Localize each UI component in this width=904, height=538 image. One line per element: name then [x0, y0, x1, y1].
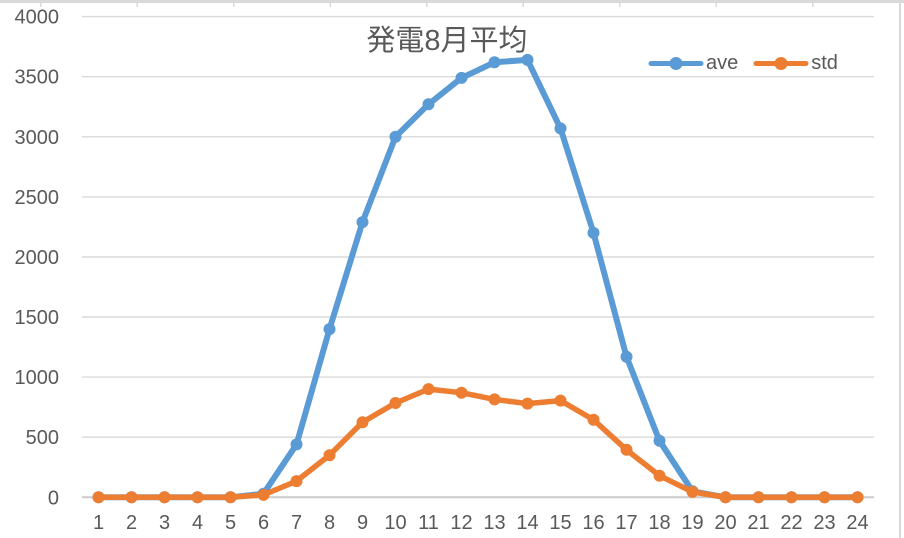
ave-point[interactable]	[521, 53, 534, 66]
legend-label-ave: ave	[706, 52, 739, 74]
x-tick-label: 23	[813, 512, 835, 534]
ave-point[interactable]	[389, 130, 402, 143]
std-point[interactable]	[554, 394, 567, 407]
x-tick-label: 16	[582, 512, 604, 534]
std-point[interactable]	[290, 475, 303, 488]
std-point[interactable]	[389, 397, 402, 409]
x-tick-label: 10	[384, 512, 406, 534]
legend-label-std: std	[811, 52, 838, 74]
x-tick-label: 21	[747, 512, 769, 534]
std-point[interactable]	[752, 491, 765, 504]
std-point[interactable]	[653, 469, 666, 482]
std-point[interactable]	[587, 413, 600, 426]
std-point[interactable]	[422, 383, 435, 396]
worksheet-edge-top	[0, 0, 904, 11]
ave-line[interactable]	[95, 56, 861, 501]
legend-item-std[interactable]: std	[753, 50, 838, 76]
std-point[interactable]	[257, 488, 270, 501]
x-tick-label: 3	[159, 512, 170, 534]
ave-point[interactable]	[620, 350, 633, 363]
x-tick-label: 1	[93, 512, 104, 534]
x-tick-label: 7	[291, 512, 302, 534]
x-tick-label: 24	[846, 512, 868, 534]
ave-point[interactable]	[290, 438, 303, 451]
y-tick-label: 1500	[15, 307, 60, 329]
x-tick-label: 15	[549, 512, 571, 534]
x-tick-label: 8	[324, 512, 335, 534]
x-tick-label: 20	[714, 512, 736, 534]
y-tick-label: 3000	[15, 127, 60, 149]
std-point[interactable]	[620, 443, 633, 456]
legend-item-ave[interactable]: ave	[648, 50, 738, 76]
gridlines	[82, 15, 874, 499]
std-point[interactable]	[323, 449, 336, 462]
std-point[interactable]	[818, 491, 831, 504]
std-point[interactable]	[356, 416, 369, 429]
y-tick-label: 4000	[15, 7, 60, 29]
chart-title[interactable]: 発電8月平均	[366, 25, 528, 57]
std-point[interactable]	[488, 393, 501, 406]
x-tick-label: 22	[780, 512, 802, 534]
data-series	[92, 53, 864, 504]
y-axis-labels: 0 500 1000 1500 2000 2500 3000 3500 4000	[15, 7, 60, 510]
x-tick-label: 9	[357, 512, 368, 534]
ave-point[interactable]	[488, 56, 501, 69]
std-point[interactable]	[851, 491, 864, 504]
ave-point[interactable]	[356, 216, 369, 229]
std-series-key-icon	[753, 56, 809, 70]
x-tick-label: 5	[225, 512, 236, 534]
std-point[interactable]	[224, 491, 237, 504]
ave-point[interactable]	[422, 98, 435, 111]
std-point[interactable]	[125, 491, 138, 504]
std-point[interactable]	[785, 491, 798, 504]
x-axis-labels: 1 2 3 4 5 6 7 8 9 10 11 12 13 14 15 16 17 18 19 20 21 22 23 24	[93, 512, 869, 534]
x-tick-label: 12	[450, 512, 472, 534]
std-point[interactable]	[191, 491, 204, 504]
std-point[interactable]	[521, 397, 534, 410]
x-tick-label: 14	[516, 512, 538, 534]
std-point[interactable]	[719, 491, 732, 504]
x-tick-label: 11	[418, 512, 439, 534]
ave-point[interactable]	[653, 434, 666, 447]
x-tick-label: 4	[192, 512, 203, 534]
y-tick-label: 2500	[15, 187, 60, 209]
std-line[interactable]	[95, 386, 861, 501]
std-point[interactable]	[455, 386, 468, 399]
std-point[interactable]	[158, 491, 171, 504]
x-tick-label: 17	[615, 512, 637, 534]
y-tick-label: 2000	[15, 247, 60, 269]
x-tick-label: 18	[648, 512, 670, 534]
y-tick-label: 500	[26, 427, 59, 449]
x-tick-label: 6	[258, 512, 269, 534]
std-point[interactable]	[92, 491, 105, 504]
ave-point[interactable]	[323, 323, 336, 336]
x-tick-label: 2	[126, 512, 137, 534]
ave-point[interactable]	[455, 71, 468, 84]
ave-point[interactable]	[587, 226, 600, 239]
worksheet-edge-right	[899, 0, 901, 538]
y-tick-label: 1000	[15, 367, 60, 389]
std-point[interactable]	[686, 485, 699, 498]
x-tick-label: 19	[681, 512, 703, 534]
ave-point[interactable]	[554, 122, 567, 135]
legend: ave std	[648, 50, 838, 76]
x-tick-label: 13	[483, 512, 505, 534]
y-tick-label: 0	[48, 487, 59, 509]
y-tick-label: 3500	[15, 67, 60, 89]
ave-series-key-icon	[648, 56, 704, 70]
